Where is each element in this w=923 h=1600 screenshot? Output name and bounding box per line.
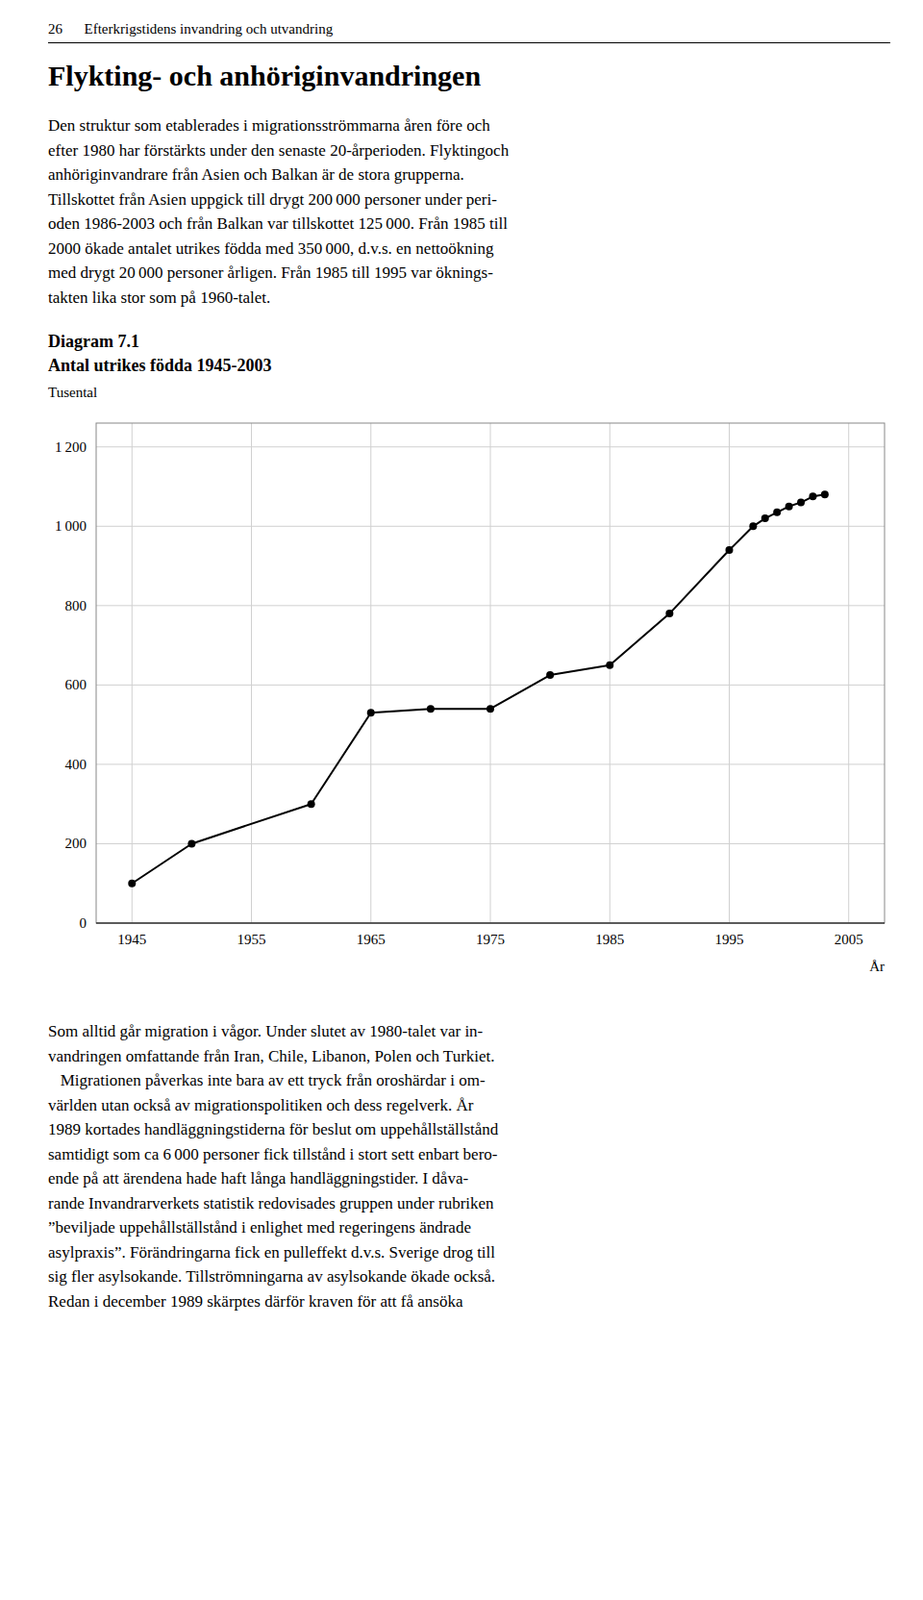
grid-line — [96, 923, 885, 924]
ticks: 0 200 400 600 800 1 000 1 200 1945 1955 1965 1975 1… — [54, 439, 864, 948]
point — [367, 708, 375, 717]
x-axis-line — [96, 922, 885, 923]
chart-title: Diagram 7.1 — [48, 331, 140, 352]
point — [797, 498, 805, 507]
y-tick-label: 200 — [65, 835, 88, 851]
x-axis-label: År — [869, 958, 885, 974]
grid-line — [250, 423, 252, 923]
line — [131, 494, 825, 883]
plot-frame — [96, 423, 885, 923]
point — [546, 671, 554, 679]
grid-line — [490, 423, 492, 923]
x-tick-label: 1955 — [237, 931, 267, 948]
point — [748, 522, 757, 530]
grid-line — [728, 423, 730, 923]
grid-line — [370, 423, 372, 923]
point — [426, 704, 435, 713]
grid-line — [848, 423, 849, 923]
page-header: 26 Efterkrigstidens invandring och utvan… — [48, 21, 333, 38]
point — [605, 661, 614, 670]
y-tick-label: 0 — [79, 915, 88, 931]
x-tick-label: 1985 — [595, 931, 624, 948]
body-text: Den struktur som etablerades i migration… — [48, 113, 509, 310]
x-tick-label: 2005 — [834, 931, 864, 948]
point — [665, 609, 674, 618]
header-rule — [48, 42, 891, 44]
x-tick-label: 1995 — [714, 931, 744, 948]
x-tick-label: 1945 — [117, 931, 147, 948]
point — [785, 502, 794, 511]
x-tick-label: 1965 — [356, 931, 386, 948]
point — [761, 514, 770, 523]
point — [724, 546, 733, 554]
point — [127, 879, 136, 888]
chart: 0 200 400 600 800 1 000 1 200 1945 1955 1965 1975 1… — [0, 407, 923, 985]
y-axis-label: Tusental — [48, 384, 98, 401]
y-tick-label: 800 — [65, 598, 88, 614]
point — [808, 492, 817, 500]
y-tick-label: 400 — [65, 756, 88, 773]
y-tick-label: 1 200 — [54, 439, 87, 455]
x-tick-label: 1975 — [475, 931, 505, 948]
grid-line — [609, 423, 611, 923]
point — [773, 508, 781, 517]
y-tick-label: 600 — [65, 676, 88, 693]
point — [486, 704, 495, 713]
grid-line — [131, 423, 133, 923]
point — [307, 799, 316, 808]
point — [821, 490, 829, 499]
body-text: Som alltid går migration i vågor. Under … — [48, 1019, 499, 1314]
series — [127, 490, 829, 887]
y-tick-label: 1 000 — [54, 518, 87, 534]
main-heading: Flykting- och anhöriginvandringen — [48, 59, 481, 93]
point — [187, 839, 196, 848]
grid — [96, 423, 885, 923]
chart-subtitle: Antal utrikes födda 1945-2003 — [48, 355, 273, 376]
